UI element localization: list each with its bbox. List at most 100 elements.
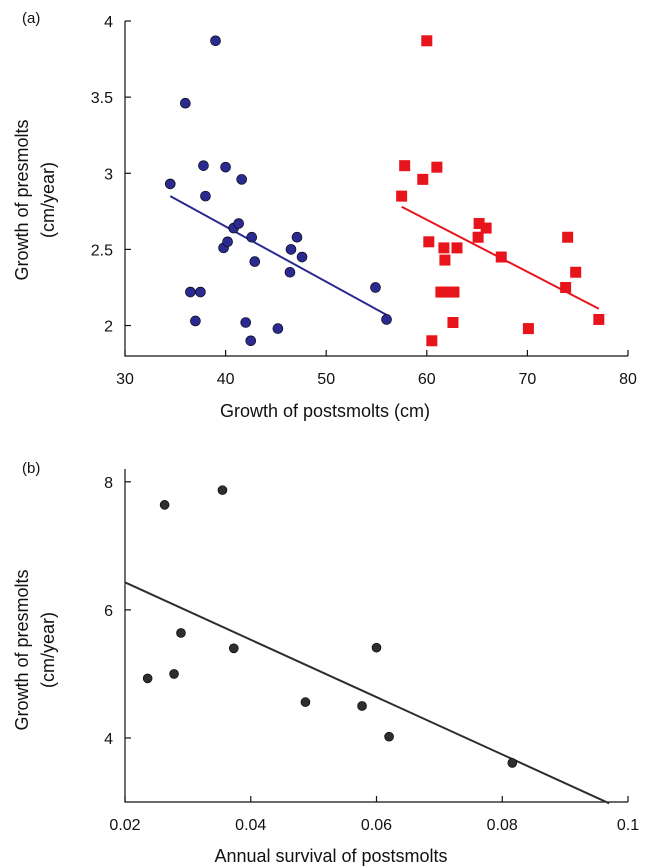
data-point-circle [210, 35, 221, 47]
data-point-circle [249, 256, 261, 267]
x-tick-label: 0.04 [235, 817, 266, 834]
panel-a-axis-lines [124, 21, 628, 357]
data-point-circle [180, 97, 191, 109]
y-tick-label: 3.5 [91, 90, 113, 107]
data-point-square [396, 190, 408, 202]
x-tick-label: 60 [418, 371, 436, 388]
panel-a-y-ticks: 2 2.5 3 3.5 4 [91, 14, 131, 336]
y-tick-label: 3 [104, 166, 113, 183]
data-point-square [570, 266, 582, 278]
x-tick-label: 0.06 [361, 817, 392, 834]
panel-b-label: (b) [22, 460, 40, 477]
data-point-circle [198, 160, 209, 171]
data-point-square [439, 254, 451, 266]
data-point-square [423, 236, 435, 248]
data-point-square [448, 286, 460, 298]
data-point-square [593, 313, 605, 325]
panel-b-y-ticks: 4 6 8 [104, 475, 131, 748]
panel-a-series-circles [164, 35, 392, 347]
panel-b-series-points [124, 485, 610, 805]
data-point-square [431, 161, 443, 173]
data-point-square [451, 242, 463, 254]
panel-a-y-axis-title-line1: Growth of presmolts [12, 119, 32, 280]
data-point-circle [300, 697, 311, 707]
data-point-square [417, 173, 429, 185]
data-point-circle [233, 218, 244, 229]
panel-b: (b) 4 6 8 0.02 0.04 0.06 0.08 0.1 Annual survi… [12, 460, 639, 866]
data-point-square [421, 35, 433, 47]
data-point-circle [291, 231, 303, 243]
x-tick-label: 0.1 [617, 817, 639, 834]
data-point-circle [200, 190, 211, 202]
panel-a-axes [124, 21, 628, 357]
x-tick-label: 0.02 [109, 817, 140, 834]
data-point-circle [176, 628, 186, 638]
data-point-circle [142, 673, 153, 684]
data-point-square [447, 317, 459, 328]
y-tick-label: 2.5 [91, 242, 113, 259]
data-point-circle [371, 642, 382, 653]
data-point-square [399, 160, 411, 172]
data-point-circle [296, 251, 308, 263]
data-point-circle [159, 500, 170, 510]
data-point-circle [217, 485, 228, 495]
x-tick-label: 80 [619, 371, 637, 388]
data-point-square [480, 222, 492, 234]
y-tick-label: 4 [104, 14, 113, 31]
data-point-square [522, 323, 534, 335]
x-tick-label: 30 [116, 371, 134, 388]
data-point-circle [381, 314, 392, 325]
data-point-square [495, 251, 507, 263]
data-point-circle [246, 231, 258, 243]
data-point-circle [370, 282, 381, 293]
data-point-circle [222, 236, 233, 248]
panel-a-series-squares [396, 35, 605, 347]
data-point-circle [384, 731, 394, 742]
data-point-circle [236, 174, 247, 185]
y-tick-label: 4 [104, 731, 113, 748]
data-point-square [473, 218, 485, 230]
regression-line [169, 195, 388, 316]
data-point-square [560, 281, 572, 293]
data-point-square [426, 335, 438, 347]
data-point-square [472, 231, 484, 243]
data-point-circle [195, 286, 206, 298]
panel-b-y-axis-title-line1: Growth of presmolts [12, 569, 32, 730]
regression-line [124, 581, 610, 805]
y-tick-label: 6 [104, 603, 113, 620]
data-point-circle [220, 161, 231, 173]
panel-a: (a) 2 2.5 3 3.5 4 30 40 50 60 70 80 Growth of pos… [12, 10, 637, 421]
y-tick-label: 2 [104, 319, 113, 336]
data-point-square [438, 242, 450, 254]
x-tick-label: 40 [217, 371, 235, 388]
x-tick-label: 70 [519, 371, 537, 388]
data-point-square [435, 286, 447, 298]
panel-b-x-axis-title: Annual survival of postsmolts [214, 846, 447, 866]
panel-b-x-ticks: 0.02 0.04 0.06 0.08 0.1 [109, 796, 639, 834]
data-point-circle [245, 335, 257, 347]
data-point-circle [169, 669, 179, 679]
data-point-circle [185, 286, 196, 298]
panel-a-y-axis-title-line2: (cm/year) [38, 162, 58, 238]
data-point-square [562, 231, 574, 243]
panel-b-axis-lines [124, 469, 628, 803]
data-point-circle [228, 643, 239, 654]
panel-b-axes [124, 469, 628, 803]
y-tick-label: 8 [104, 475, 113, 492]
x-tick-label: 0.08 [487, 817, 518, 834]
panel-a-x-axis-title: Growth of postsmolts (cm) [220, 401, 430, 421]
data-point-circle [240, 317, 252, 328]
panel-a-x-ticks: 30 40 50 60 70 80 [116, 350, 637, 388]
data-point-circle [164, 178, 176, 190]
panel-b-y-axis-title-line2: (cm/year) [38, 612, 58, 688]
data-point-circle [284, 266, 296, 278]
x-tick-label: 50 [317, 371, 335, 388]
data-point-circle [357, 701, 367, 711]
data-point-circle [507, 758, 518, 768]
data-point-circle [272, 323, 284, 334]
data-point-circle [285, 244, 297, 255]
panel-a-label: (a) [22, 10, 40, 27]
data-point-circle [190, 315, 201, 327]
data-point-square [441, 286, 453, 298]
